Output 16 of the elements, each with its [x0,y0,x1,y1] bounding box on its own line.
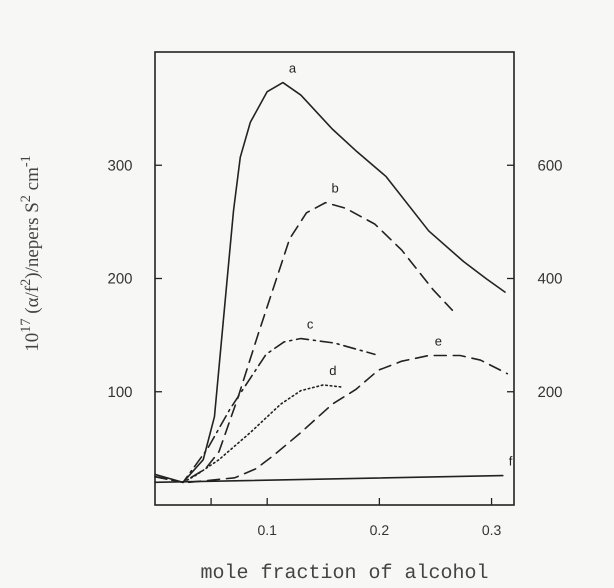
x-tick-label: 0.3 [482,522,502,538]
series-label: b [332,180,339,196]
x-axis-title: mole fraction of alcohol [200,562,489,585]
x-tick-label: 0.2 [370,522,390,538]
y2-tick-label: 200 [537,384,563,401]
series-label: d [329,362,337,378]
series-label: c [306,316,314,332]
y2-tick-label: 400 [537,270,563,288]
series-label: f [508,454,513,469]
y2-tick-label: 600 [537,157,563,174]
x-tick-label: 0.1 [257,522,278,538]
y-tick-label: 200 [107,270,133,288]
y-tick-label: 300 [107,157,133,174]
series-label: e [434,334,442,349]
y-tick-label: 100 [107,384,133,401]
series-label: a [288,60,297,76]
